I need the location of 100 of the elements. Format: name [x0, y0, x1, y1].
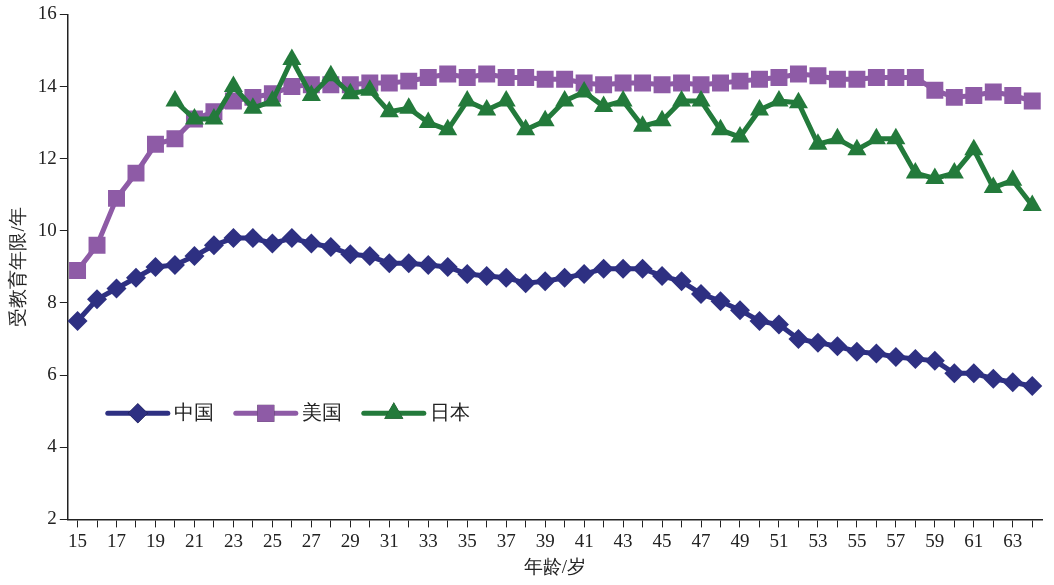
point — [691, 283, 712, 304]
point — [458, 69, 476, 87]
x-tick-label: 45 — [652, 529, 672, 551]
x-tick-label: 25 — [262, 529, 282, 551]
x-tick-label: 27 — [301, 529, 321, 551]
point — [127, 164, 145, 182]
x-tick-label: 43 — [613, 529, 633, 551]
point — [983, 368, 1004, 389]
point — [827, 336, 848, 357]
point — [671, 271, 692, 292]
y-tick-label: 6 — [47, 363, 57, 385]
point — [924, 350, 945, 371]
point — [692, 76, 710, 94]
point — [965, 87, 983, 105]
x-tick-label: 63 — [1003, 529, 1023, 551]
point — [885, 347, 906, 368]
point — [106, 278, 127, 299]
point — [497, 69, 515, 87]
point — [945, 88, 963, 106]
point — [788, 329, 809, 350]
y-tick-label: 8 — [47, 290, 57, 312]
point — [359, 246, 380, 267]
point — [515, 273, 536, 294]
x-tick-label: 47 — [691, 529, 711, 551]
y-tick-label: 2 — [47, 507, 57, 529]
point — [613, 258, 634, 279]
point — [749, 311, 770, 332]
point — [223, 228, 244, 249]
point — [944, 363, 965, 384]
point — [730, 300, 750, 321]
point — [437, 256, 458, 277]
point — [400, 72, 418, 90]
x-tick-label: 31 — [379, 529, 399, 551]
point — [554, 267, 575, 288]
y-tick-label: 4 — [47, 435, 58, 457]
point — [614, 74, 632, 92]
legend-label: 日本 — [429, 400, 470, 423]
point — [283, 78, 301, 96]
point — [88, 236, 106, 254]
point — [751, 70, 768, 88]
y-tick-label: 16 — [37, 2, 57, 24]
point — [340, 244, 361, 265]
x-tick-label: 61 — [964, 529, 984, 551]
point — [166, 130, 184, 148]
y-tick-label: 12 — [37, 146, 57, 168]
point — [457, 264, 478, 285]
x-tick-label: 53 — [808, 529, 828, 551]
point — [634, 74, 652, 92]
point — [146, 135, 164, 153]
point — [517, 69, 535, 87]
point — [398, 253, 419, 274]
point — [866, 343, 887, 364]
point — [556, 70, 574, 88]
x-tick-label: 21 — [184, 529, 204, 551]
point — [807, 332, 828, 353]
point — [887, 69, 905, 87]
x-tick-label: 55 — [847, 529, 867, 551]
legend-label: 美国 — [301, 400, 342, 423]
point — [301, 233, 322, 254]
point — [789, 65, 807, 83]
x-tick-label: 49 — [730, 529, 750, 551]
x-tick-label: 19 — [145, 529, 165, 551]
x-tick-label: 23 — [223, 529, 243, 551]
point — [768, 314, 789, 335]
point — [262, 233, 283, 254]
point — [108, 189, 125, 207]
point — [164, 255, 185, 276]
point — [652, 265, 673, 286]
point — [1004, 87, 1022, 105]
x-tick-label: 39 — [535, 529, 555, 551]
point — [69, 262, 87, 279]
x-tick-label: 29 — [340, 529, 360, 551]
point — [1002, 372, 1023, 393]
point — [242, 228, 263, 249]
point — [809, 67, 827, 85]
point — [770, 69, 788, 87]
point — [867, 69, 885, 87]
point — [1022, 375, 1043, 396]
point — [536, 70, 554, 88]
x-tick-label: 59 — [925, 529, 945, 551]
point — [419, 69, 437, 87]
point — [281, 228, 302, 249]
x-tick-label: 33 — [418, 529, 438, 551]
x-tick-label: 41 — [574, 529, 594, 551]
point — [828, 70, 846, 88]
point — [632, 258, 653, 279]
point — [380, 74, 398, 92]
point — [593, 258, 614, 279]
point — [712, 74, 729, 92]
x-tick-label: 37 — [496, 529, 516, 551]
point — [731, 72, 749, 90]
point — [184, 246, 205, 267]
point — [906, 69, 924, 87]
x-tick-label: 51 — [769, 529, 789, 551]
point — [1023, 92, 1041, 110]
point — [476, 265, 497, 286]
point — [846, 341, 867, 362]
point — [963, 363, 984, 384]
point — [595, 76, 613, 94]
y-tick-label: 14 — [37, 74, 58, 96]
